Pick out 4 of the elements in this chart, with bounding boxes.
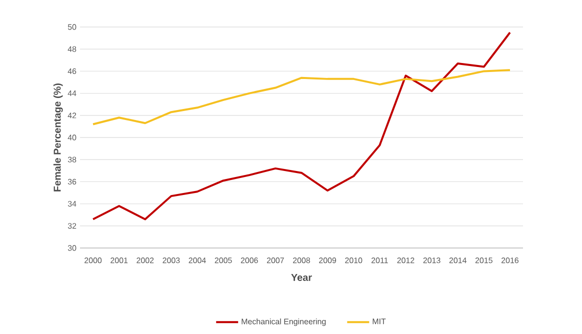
line-series (92, 69, 511, 126)
line-series (92, 32, 511, 220)
x-axis-title: Year (291, 274, 312, 281)
y-axis-title: Female Percentage (%) (53, 83, 63, 192)
